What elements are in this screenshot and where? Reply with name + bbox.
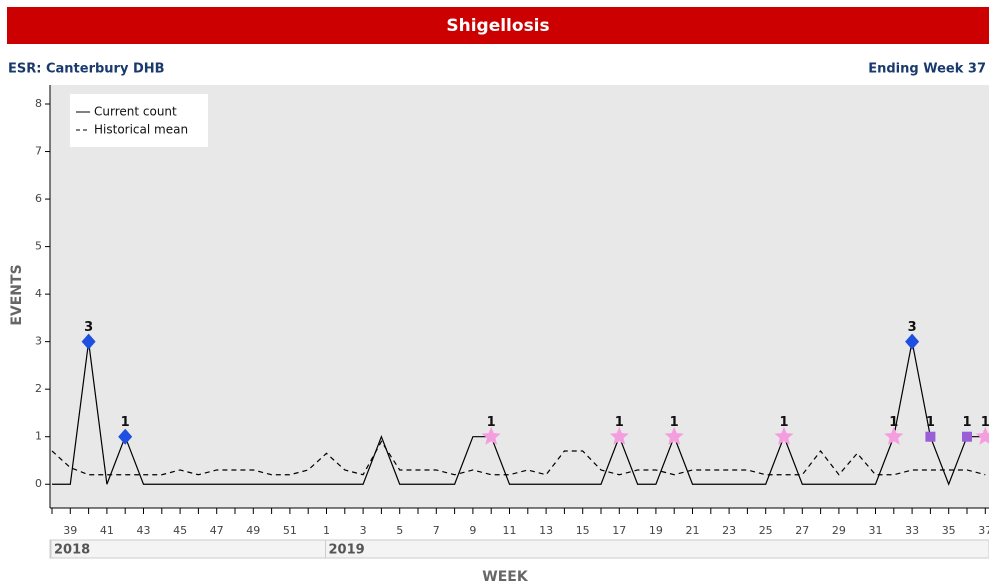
x-tick-label: 11 xyxy=(503,524,517,537)
y-tick-label: 4 xyxy=(35,287,42,300)
x-tick-label: 9 xyxy=(469,524,476,537)
y-tick-label: 6 xyxy=(35,192,42,205)
x-axis-label: WEEK xyxy=(482,569,529,585)
y-tick-label: 5 xyxy=(35,240,42,253)
data-label: 1 xyxy=(121,415,130,430)
diamond-marker xyxy=(81,333,96,350)
x-tick-label: 39 xyxy=(63,524,77,537)
x-tick-label: 3 xyxy=(360,524,367,537)
x-tick-label: 17 xyxy=(612,524,626,537)
data-label: 1 xyxy=(487,415,496,430)
x-tick-label: 37 xyxy=(978,524,989,537)
subtitle-right: Ending Week 37 xyxy=(868,62,986,77)
star-marker xyxy=(774,426,794,445)
x-tick-label: 49 xyxy=(246,524,260,537)
diamond-marker xyxy=(905,333,920,350)
data-label: 1 xyxy=(670,415,679,430)
x-tick-label: 21 xyxy=(686,524,700,537)
data-label: 1 xyxy=(779,415,788,430)
x-tick-label: 43 xyxy=(137,524,151,537)
y-tick-label: 3 xyxy=(35,335,42,348)
star-marker xyxy=(975,426,989,445)
year-band xyxy=(49,539,989,559)
data-label: 1 xyxy=(889,415,898,430)
x-tick-label: 29 xyxy=(832,524,846,537)
plot-area xyxy=(50,85,989,508)
x-tick-label: 35 xyxy=(942,524,956,537)
chart-title: Shigellosis xyxy=(446,16,549,36)
y-tick-label: 1 xyxy=(35,430,42,443)
data-label: 3 xyxy=(908,320,917,335)
x-tick-label: 5 xyxy=(396,524,403,537)
square-marker xyxy=(962,431,972,442)
star-marker xyxy=(664,426,684,445)
x-tick-label: 33 xyxy=(905,524,919,537)
legend-label: Historical mean xyxy=(94,123,188,137)
data-label: 1 xyxy=(981,415,989,430)
series-line xyxy=(51,440,986,476)
legend xyxy=(70,94,208,147)
y-axis-label: EVENTS xyxy=(9,264,25,325)
data-label: 1 xyxy=(615,415,624,430)
x-tick-label: 13 xyxy=(539,524,553,537)
diamond-marker xyxy=(118,428,133,445)
x-tick-label: 25 xyxy=(759,524,773,537)
square-marker xyxy=(925,431,936,442)
x-tick-label: 41 xyxy=(100,524,114,537)
x-tick-label: 47 xyxy=(210,524,224,537)
x-tick-label: 23 xyxy=(722,524,736,537)
x-tick-label: 15 xyxy=(576,524,590,537)
subtitle-left: ESR: Canterbury DHB xyxy=(8,62,165,77)
legend-label: Current count xyxy=(94,105,177,119)
x-tick-label: 19 xyxy=(649,524,663,537)
x-tick-label: 1 xyxy=(323,524,330,537)
x-tick-label: 45 xyxy=(173,524,187,537)
x-tick-label: 7 xyxy=(433,524,440,537)
x-tick-label: 27 xyxy=(795,524,809,537)
star-marker xyxy=(884,426,904,445)
y-tick-label: 2 xyxy=(35,382,42,395)
year-label: 2019 xyxy=(329,543,365,558)
x-tick-label: 51 xyxy=(283,524,297,537)
year-label: 2018 xyxy=(54,543,90,558)
data-label: 3 xyxy=(84,320,93,335)
x-tick-label: 31 xyxy=(869,524,883,537)
star-marker xyxy=(481,426,501,445)
series-line xyxy=(52,341,986,486)
y-tick-label: 7 xyxy=(35,145,42,158)
data-label: 1 xyxy=(962,415,971,430)
title-banner xyxy=(7,7,989,44)
y-tick-label: 0 xyxy=(35,477,42,490)
star-marker xyxy=(609,426,629,445)
data-label: 1 xyxy=(926,415,935,430)
y-tick-label: 8 xyxy=(35,97,42,110)
